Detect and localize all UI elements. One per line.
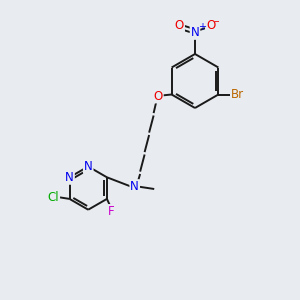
Text: Cl: Cl	[47, 191, 59, 204]
Text: O: O	[154, 89, 163, 103]
Text: F: F	[108, 205, 115, 218]
Text: O: O	[206, 19, 215, 32]
Text: +: +	[198, 22, 206, 32]
Text: N: N	[190, 26, 200, 39]
Text: O: O	[175, 19, 184, 32]
Text: N: N	[65, 171, 74, 184]
Text: –: –	[214, 16, 219, 26]
Text: N: N	[130, 180, 139, 193]
Text: Br: Br	[231, 88, 244, 101]
Text: N: N	[84, 160, 93, 173]
